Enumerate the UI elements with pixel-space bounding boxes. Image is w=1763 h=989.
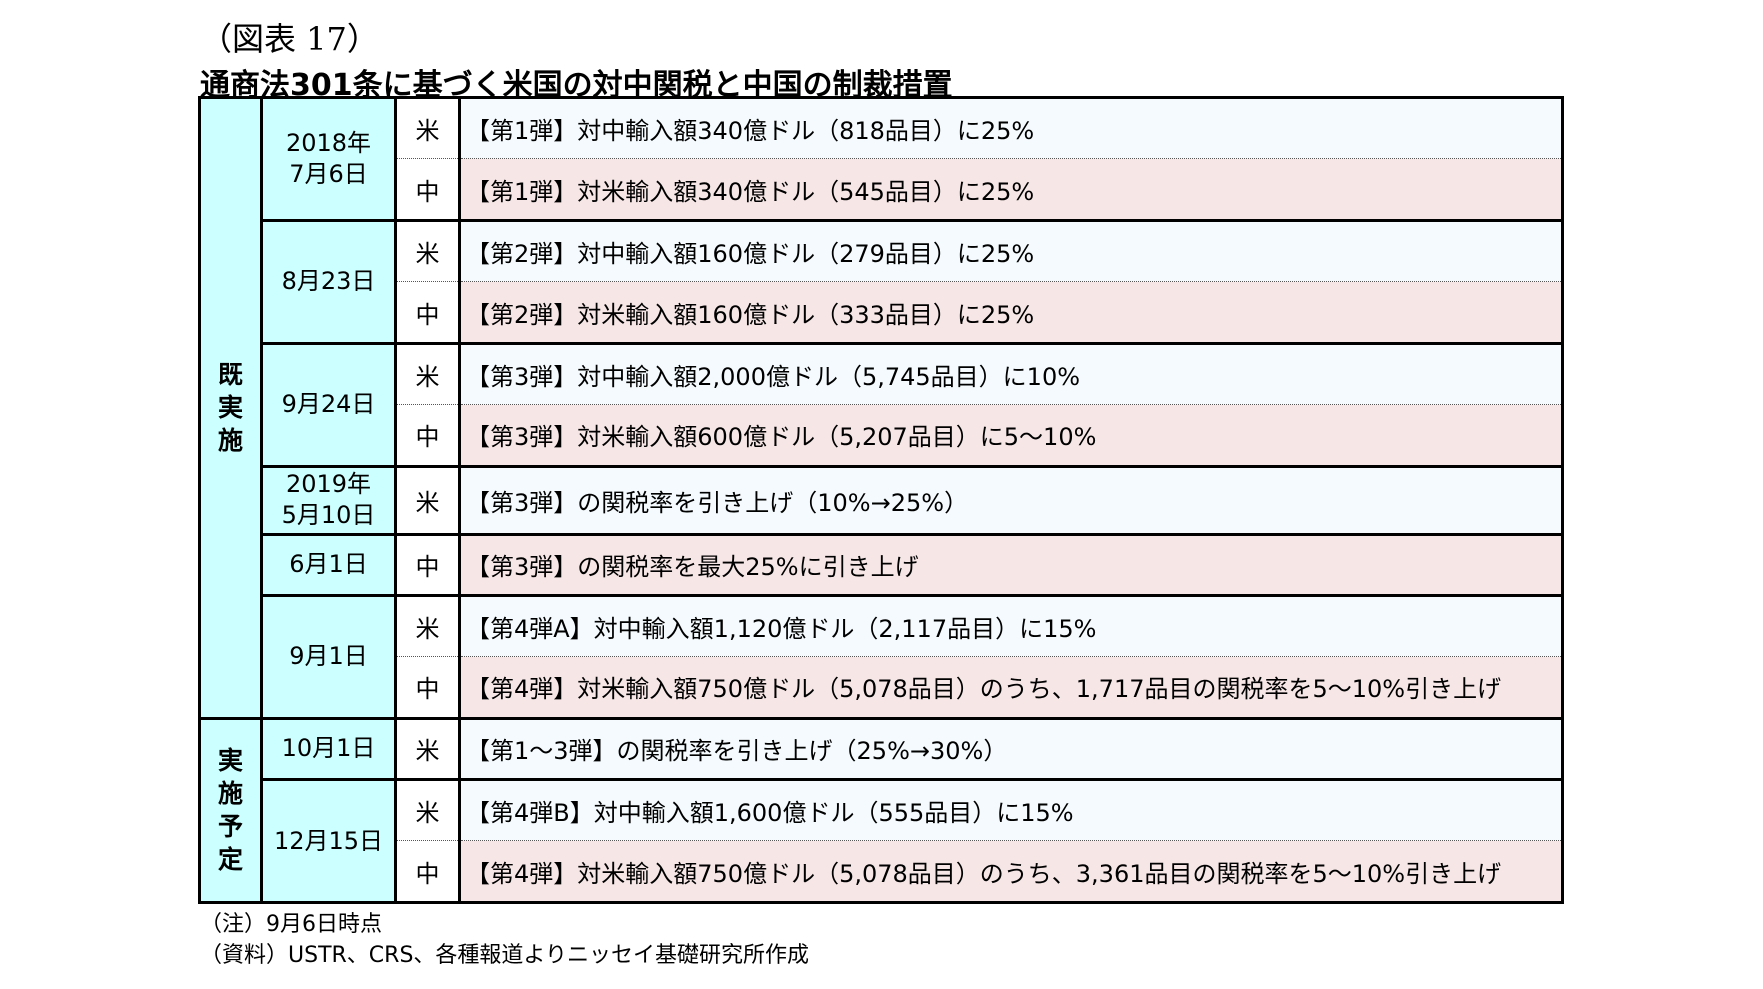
table-row: 2019年 5月10日 米 【第3弾】の関税率を引き上げ（10%→25%） — [200, 464, 1564, 537]
measure-cell: 【第3弾】対米輸入額600億ドル（5,207品目）に5～10% — [458, 404, 1564, 468]
date-cell: 2018年 7月6日 — [260, 96, 397, 222]
country-cell: 米 — [394, 593, 461, 658]
measure-cell: 【第4弾】対米輸入額750億ドル（5,078品目）のうち、3,361品目の関税率… — [458, 840, 1564, 904]
measure-cell: 【第3弾】対中輸入額2,000億ドル（5,745品目）に10% — [458, 341, 1564, 406]
measure-cell: 【第4弾】対米輸入額750億ドル（5,078品目）のうち、1,717品目の関税率… — [458, 656, 1564, 720]
measure-cell: 【第2弾】対米輸入額160億ドル（333品目）に25% — [458, 281, 1564, 345]
date-cell: 9月1日 — [260, 593, 397, 720]
date-cell: 8月23日 — [260, 218, 397, 345]
measure-cell: 【第4弾A】対中輸入額1,120億ドル（2,117品目）に15% — [458, 593, 1564, 658]
date-cell: 6月1日 — [260, 533, 397, 597]
measure-cell: 【第3弾】の関税率を引き上げ（10%→25%） — [458, 464, 1564, 537]
country-cell: 米 — [394, 218, 461, 283]
figure-label: （図表 17） — [200, 20, 379, 58]
measure-cell: 【第4弾B】対中輸入額1,600億ドル（555品目）に15% — [458, 778, 1564, 842]
measure-cell: 【第1弾】対米輸入額340億ドル（545品目）に25% — [458, 158, 1564, 222]
tariff-table: 既実施 2018年 7月6日 米 【第1弾】対中輸入額340億ドル（818品目）に… — [198, 95, 1564, 905]
measure-cell: 【第2弾】対中輸入額160億ドル（279品目）に25% — [458, 218, 1564, 283]
country-cell: 米 — [394, 95, 461, 160]
source-note: （資料）USTR、CRS、各種報道よりニッセイ基礎研究所作成 — [200, 943, 809, 968]
date-cell: 2019年 5月10日 — [260, 464, 397, 537]
table-row: 中 【第1弾】対米輸入額340億ドル（545品目）に25% — [200, 158, 1564, 222]
measure-cell: 【第1弾】対中輸入額340億ドル（818品目）に25% — [458, 95, 1564, 160]
table-row: 8月23日 米 【第2弾】対中輸入額160億ドル（279品目）に25% — [200, 218, 1564, 345]
measure-cell: 【第3弾】の関税率を最大25%に引き上げ — [458, 533, 1564, 597]
table-row: 中 【第3弾】対米輸入額600億ドル（5,207品目）に5～10% — [200, 404, 1564, 468]
category-label: 既実施 — [217, 360, 243, 456]
table-note: （注）9月6日時点 — [200, 912, 382, 937]
measure-cell: 【第1～3弾】の関税率を引き上げ（25%→30%） — [458, 716, 1564, 782]
country-cell: 中 — [394, 158, 461, 222]
country-cell: 中 — [394, 656, 461, 720]
date-cell: 12月15日 — [260, 778, 397, 904]
country-cell: 米 — [394, 341, 461, 406]
table-row: 実施予定 10月1日 米 【第1～3弾】の関税率を引き上げ（25%→30%） — [198, 716, 1564, 905]
table-row: 中 【第4弾】対米輸入額750億ドル（5,078品目）のうち、3,361品目の関… — [200, 840, 1564, 904]
table-row: 既実施 2018年 7月6日 米 【第1弾】対中輸入額340億ドル（818品目）に… — [198, 95, 1564, 720]
table-row: 9月24日 米 【第3弾】対中輸入額2,000億ドル（5,745品目）に10% — [200, 341, 1564, 468]
table-row: 6月1日 中 【第3弾】の関税率を最大25%に引き上げ — [200, 533, 1564, 597]
category-label: 実施予定 — [217, 746, 243, 875]
category-implemented: 既実施 — [198, 96, 263, 720]
country-cell: 中 — [394, 533, 461, 597]
category-planned: 実施予定 — [198, 716, 263, 905]
country-cell: 中 — [394, 404, 461, 468]
table-row: 12月15日 米 【第4弾B】対中輸入額1,600億ドル（555品目）に15% — [200, 778, 1564, 904]
country-cell: 中 — [394, 840, 461, 904]
date-cell: 9月24日 — [260, 341, 397, 468]
country-cell: 米 — [394, 716, 461, 782]
table-row: 9月1日 米 【第4弾A】対中輸入額1,120億ドル（2,117品目）に15% — [200, 593, 1564, 720]
country-cell: 米 — [394, 464, 461, 537]
table-row: 中 【第4弾】対米輸入額750億ドル（5,078品目）のうち、1,717品目の関… — [200, 656, 1564, 720]
date-cell: 10月1日 — [260, 716, 397, 782]
table-row: 中 【第2弾】対米輸入額160億ドル（333品目）に25% — [200, 281, 1564, 345]
country-cell: 中 — [394, 281, 461, 345]
country-cell: 米 — [394, 778, 461, 842]
